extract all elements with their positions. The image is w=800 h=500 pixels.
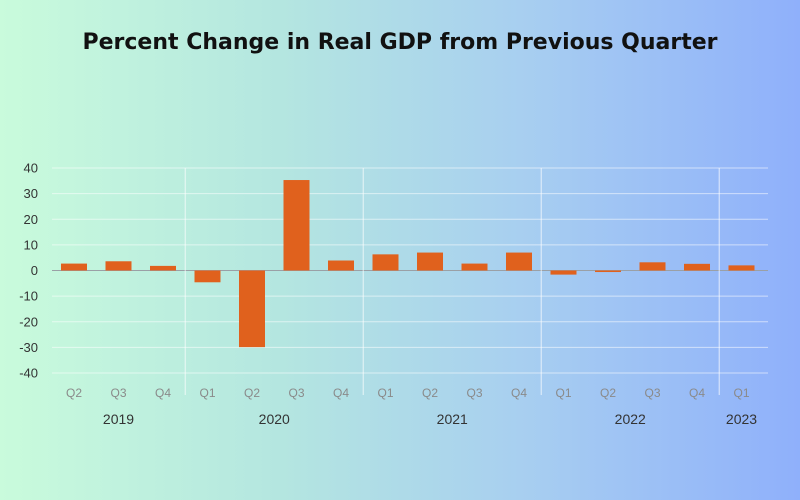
bar bbox=[150, 265, 176, 271]
bar bbox=[684, 263, 710, 271]
y-tick-label: -10 bbox=[19, 289, 38, 304]
grid-lines bbox=[52, 167, 768, 395]
x-tick-label: Q4 bbox=[333, 386, 349, 400]
bars bbox=[61, 180, 755, 348]
x-tick-label: Q3 bbox=[288, 386, 304, 400]
chart-title: Percent Change in Real GDP from Previous… bbox=[82, 30, 718, 55]
x-tick-label: Q2 bbox=[600, 386, 616, 400]
x-tick-label: Q4 bbox=[689, 386, 705, 400]
year-label: 2020 bbox=[259, 411, 290, 427]
x-tick-label: Q3 bbox=[466, 386, 482, 400]
bar bbox=[595, 270, 621, 273]
y-axis: 40 30 20 10 0 -10 -20 -30 -40 bbox=[19, 161, 38, 381]
x-tick-label: Q2 bbox=[244, 386, 260, 400]
x-tick-label: Q2 bbox=[66, 386, 82, 400]
x-tick-label: Q1 bbox=[199, 386, 215, 400]
year-label: 2021 bbox=[437, 411, 468, 427]
x-tick-label: Q4 bbox=[155, 386, 171, 400]
x-tick-label: Q1 bbox=[733, 386, 749, 400]
bar bbox=[239, 270, 265, 348]
x-tick-label: Q3 bbox=[110, 386, 126, 400]
y-tick-label: -40 bbox=[19, 366, 38, 381]
x-axis: Q2 Q3 Q4 Q1 Q2 Q3 Q4 Q1 Q2 Q3 Q4 Q1 Q2 Q3 Q4 Q1 2019 2020… bbox=[66, 386, 757, 427]
bar bbox=[105, 261, 132, 271]
bar bbox=[372, 254, 399, 271]
x-tick-label: Q1 bbox=[377, 386, 393, 400]
bar bbox=[728, 265, 755, 271]
y-tick-label: 10 bbox=[24, 237, 38, 252]
year-label: 2023 bbox=[726, 411, 757, 427]
y-tick-label: 0 bbox=[31, 263, 38, 278]
y-tick-label: 30 bbox=[24, 186, 38, 201]
bar bbox=[194, 270, 221, 283]
bar bbox=[61, 263, 87, 271]
bar bbox=[328, 260, 354, 271]
bar bbox=[283, 180, 310, 271]
x-tick-label: Q1 bbox=[555, 386, 571, 400]
x-tick-label: Q2 bbox=[422, 386, 438, 400]
y-tick-label: -30 bbox=[19, 340, 38, 355]
year-label: 2019 bbox=[103, 411, 134, 427]
bar bbox=[506, 252, 532, 271]
bar bbox=[639, 262, 666, 271]
y-tick-label: 40 bbox=[24, 161, 38, 176]
bar bbox=[550, 270, 577, 275]
bar bbox=[417, 252, 443, 271]
year-label: 2022 bbox=[615, 411, 646, 427]
y-tick-label: 20 bbox=[24, 212, 38, 227]
x-tick-label: Q4 bbox=[511, 386, 527, 400]
y-tick-label: -20 bbox=[19, 314, 38, 329]
bar bbox=[461, 263, 488, 271]
x-tick-label: Q3 bbox=[644, 386, 660, 400]
